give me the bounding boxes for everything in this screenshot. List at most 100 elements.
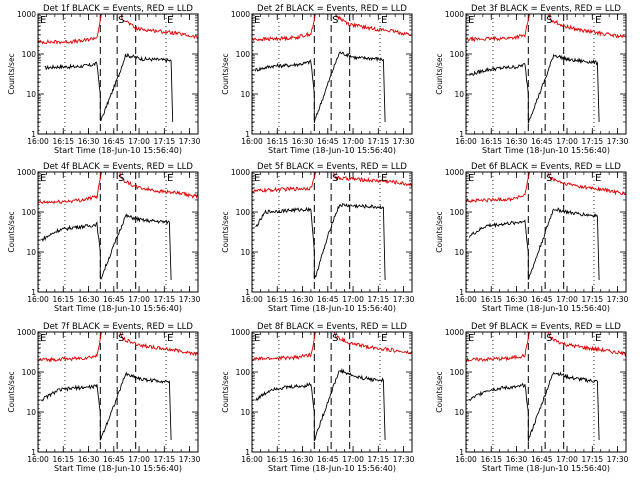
x-tick-label: 16:00 xyxy=(27,295,49,304)
x-tick-label: 17:00 xyxy=(342,455,364,464)
x-tick-label: 16:45 xyxy=(531,137,553,146)
marker-label: E xyxy=(40,173,46,184)
marker-label: E xyxy=(468,333,474,344)
marker-label: E xyxy=(468,15,474,26)
plot-frame xyxy=(465,13,627,135)
marker-label: E xyxy=(468,173,474,184)
y-tick-label: 100 xyxy=(22,208,37,217)
series-line-events xyxy=(44,52,174,123)
x-tick-label: 17:30 xyxy=(607,295,629,304)
x-tick-label: 17:15 xyxy=(582,137,604,146)
x-tick-label: 17:30 xyxy=(393,455,415,464)
series-line-lld xyxy=(252,332,412,362)
series-line-events xyxy=(255,367,386,442)
y-tick-label: 100 xyxy=(450,208,465,217)
x-axis-label: Start Time (18-Jun-10 15:56:40) xyxy=(268,146,396,155)
y-axis-label: Counts/sec xyxy=(435,371,444,412)
x-tick-label: 16:15 xyxy=(480,455,502,464)
chart-title: Det 6f BLACK = Events, RED = LLD xyxy=(471,162,621,172)
x-tick-label: 16:30 xyxy=(78,295,100,304)
y-tick-label: 1 xyxy=(459,130,464,139)
x-tick-label: 16:30 xyxy=(292,455,314,464)
x-tick-label: 16:30 xyxy=(78,137,100,146)
x-tick-label: 17:00 xyxy=(128,455,150,464)
x-tick-label: 16:30 xyxy=(292,295,314,304)
series-line-lld xyxy=(466,172,626,203)
y-tick-label: 1 xyxy=(459,448,464,457)
x-tick-label: 17:15 xyxy=(368,137,390,146)
x-tick-label: 16:00 xyxy=(241,295,263,304)
x-tick-label: 17:15 xyxy=(154,295,176,304)
x-tick-label: 17:15 xyxy=(582,295,604,304)
marker-label: E xyxy=(381,15,387,26)
series-line-lld xyxy=(466,332,626,363)
y-tick-label: 100 xyxy=(22,368,37,377)
chart-title: Det 4f BLACK = Events, RED = LLD xyxy=(43,162,193,172)
series-line-events xyxy=(41,371,172,441)
x-tick-label: 16:30 xyxy=(506,137,528,146)
x-tick-label: 17:00 xyxy=(128,295,150,304)
x-tick-label: 17:30 xyxy=(607,137,629,146)
x-tick-label: 16:15 xyxy=(52,137,74,146)
y-tick-label: 10 xyxy=(454,248,464,257)
x-tick-label: 17:30 xyxy=(393,295,415,304)
marker-label: E xyxy=(254,333,260,344)
x-tick-label: 16:15 xyxy=(480,295,502,304)
x-tick-label: 17:00 xyxy=(342,295,364,304)
x-tick-label: 16:15 xyxy=(266,295,288,304)
marker-label: E xyxy=(40,15,46,26)
y-axis-label: Counts/sec xyxy=(221,53,230,94)
x-tick-label: 16:15 xyxy=(266,137,288,146)
chart-title: Det 9f BLACK = Events, RED = LLD xyxy=(471,322,621,332)
y-axis-label: Counts/sec xyxy=(7,371,16,412)
plot-frame xyxy=(37,171,199,293)
x-tick-label: 16:00 xyxy=(27,455,49,464)
plot-frame xyxy=(465,331,627,453)
y-axis-label: Counts/sec xyxy=(7,53,16,94)
y-tick-label: 100 xyxy=(236,368,251,377)
marker-label: E xyxy=(595,173,601,184)
x-tick-label: 16:15 xyxy=(266,455,288,464)
series-line-events xyxy=(468,371,600,442)
marker-label: E xyxy=(381,173,387,184)
x-tick-label: 17:15 xyxy=(582,455,604,464)
x-tick-label: 16:45 xyxy=(317,295,339,304)
series-line-lld xyxy=(252,172,412,193)
y-tick-label: 1000 xyxy=(231,328,250,337)
chart-title: Det 8f BLACK = Events, RED = LLD xyxy=(257,322,407,332)
x-axis-label: Start Time (18-Jun-10 15:56:40) xyxy=(482,146,610,155)
y-tick-label: 10 xyxy=(26,90,36,99)
marker-label: E xyxy=(167,333,173,344)
y-tick-label: 10 xyxy=(26,408,36,417)
y-tick-label: 100 xyxy=(450,368,465,377)
x-tick-label: 16:00 xyxy=(455,137,477,146)
y-tick-label: 10 xyxy=(26,248,36,257)
x-tick-label: 16:15 xyxy=(52,455,74,464)
chart-title: Det 5f BLACK = Events, RED = LLD xyxy=(257,162,407,172)
y-tick-label: 10 xyxy=(454,90,464,99)
series-line-events xyxy=(468,207,600,281)
x-tick-label: 16:45 xyxy=(317,137,339,146)
plot-area xyxy=(252,332,412,452)
marker-label: S xyxy=(332,15,338,26)
plot-area xyxy=(466,172,626,292)
x-tick-label: 17:30 xyxy=(179,455,201,464)
chart-title: Det 2f BLACK = Events, RED = LLD xyxy=(257,4,407,14)
x-tick-label: 16:00 xyxy=(455,295,477,304)
series-line-lld xyxy=(38,14,198,45)
x-tick-label: 16:45 xyxy=(103,455,125,464)
plot-area xyxy=(38,332,198,452)
series-line-lld xyxy=(252,14,412,42)
y-tick-label: 100 xyxy=(236,208,251,217)
x-tick-label: 17:30 xyxy=(393,137,415,146)
x-tick-label: 17:30 xyxy=(607,455,629,464)
y-tick-label: 100 xyxy=(22,50,37,59)
x-axis-label: Start Time (18-Jun-10 15:56:40) xyxy=(482,304,610,313)
